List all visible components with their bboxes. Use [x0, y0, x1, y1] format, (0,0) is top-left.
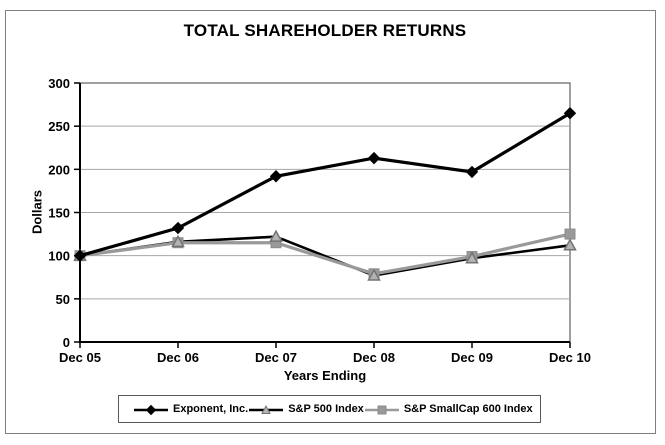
series-line-smallcap600	[79, 232, 571, 276]
data-point-sp500	[367, 268, 381, 281]
legend-item-smallcap600: S&P SmallCap 600 Index	[364, 403, 533, 415]
y-tick-label: 150	[48, 206, 70, 221]
y-tick-label: 200	[48, 162, 70, 177]
legend: Exponent, Inc. S&P 500 Index S&P SmallCa…	[118, 395, 541, 423]
legend-item-label: Exponent, Inc.	[173, 403, 249, 415]
x-tick-label: Dec 07	[255, 350, 297, 365]
y-tick-label: 100	[48, 249, 70, 264]
x-tick-label: Dec 09	[451, 350, 493, 365]
data-point-exponent	[171, 221, 185, 235]
legend-item-exponent: Exponent, Inc.	[133, 403, 249, 416]
y-tick-label: 250	[48, 119, 70, 134]
data-point-exponent	[367, 151, 381, 165]
smallcap600-line-square-icon	[364, 403, 400, 415]
x-tick-label: Dec 05	[59, 350, 101, 365]
data-point-exponent	[73, 249, 87, 262]
data-point-sp500	[269, 229, 283, 242]
data-point-exponent	[563, 107, 577, 120]
x-tick-label: Dec 06	[157, 350, 199, 365]
legend-item-label: S&P SmallCap 600 Index	[403, 403, 533, 415]
x-tick-label: Dec 08	[353, 350, 395, 365]
data-point-exponent	[465, 165, 479, 179]
legend-item-sp500: S&P 500 Index	[248, 403, 364, 415]
exponent-line-diamond-icon	[133, 403, 169, 416]
x-axis-label: Years Ending	[283, 368, 367, 383]
chart-title: TOTAL SHAREHOLDER RETURNS	[183, 21, 467, 40]
y-tick-label: 50	[56, 292, 70, 307]
series-line-exponent	[79, 111, 571, 258]
data-point-smallcap600	[564, 228, 576, 240]
x-tick-label: Dec 10	[549, 350, 591, 365]
data-point-exponent	[269, 170, 283, 183]
y-tick-label: 300	[48, 76, 70, 91]
y-axis-label: Dollars	[29, 189, 45, 235]
data-point-sp500	[171, 234, 185, 248]
data-point-sp500	[563, 238, 577, 251]
legend-item-label: S&P 500 Index	[288, 403, 364, 415]
sp500-line-triangle-icon	[248, 403, 284, 415]
data-point-sp500	[465, 251, 479, 264]
y-tick-label: 0	[63, 335, 70, 350]
